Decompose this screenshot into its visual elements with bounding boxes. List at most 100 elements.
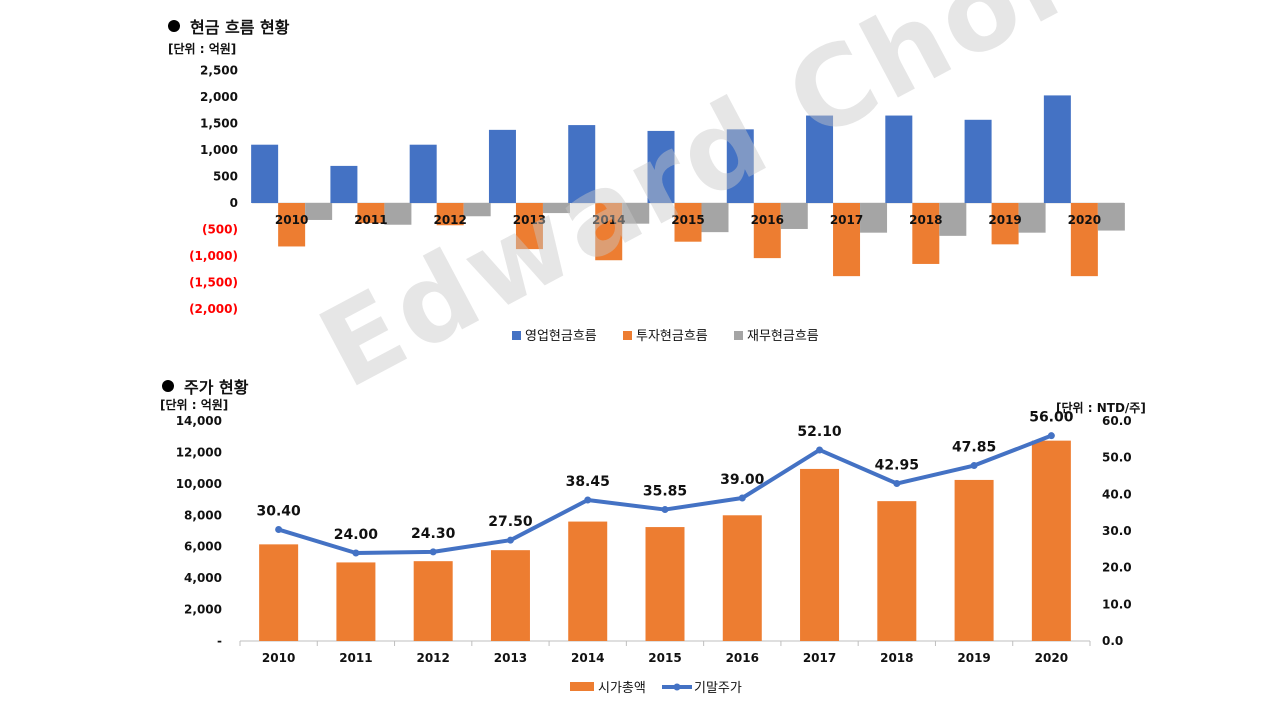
point-share-price [506, 536, 514, 544]
y-tick-label: 500 [213, 170, 238, 184]
y-tick-label: 2,000 [200, 90, 238, 104]
point-share-price [816, 446, 824, 454]
bar-investing [436, 203, 464, 226]
cashflow-title: 현금 흐름 현황 [190, 18, 290, 37]
point-share-price [738, 494, 746, 502]
data-label-share-price: 39.00 [720, 472, 765, 488]
bar-operating [726, 129, 754, 203]
point-share-price [661, 506, 669, 514]
bar-market-cap [413, 561, 453, 641]
point-share-price [893, 480, 901, 488]
bar-financing [542, 203, 570, 214]
y-tick-label: (2,000) [189, 302, 238, 316]
point-share-price [970, 462, 978, 470]
x-tick-label: 2010 [262, 651, 295, 665]
legend-swatch [734, 331, 743, 340]
point-share-price [275, 526, 283, 534]
x-tick-label: 2018 [909, 213, 942, 227]
bar-operating [647, 130, 675, 203]
x-tick-label: 2015 [671, 213, 704, 227]
x-tick-label: 2015 [648, 651, 681, 665]
bar-operating [964, 119, 992, 203]
x-tick-label: 2018 [880, 651, 913, 665]
y-right-tick-label: 60.0 [1102, 414, 1132, 428]
y-left-tick-label: 14,000 [176, 414, 222, 428]
x-tick-label: 2020 [1035, 651, 1068, 665]
y-left-tick-label: 10,000 [176, 477, 222, 491]
legend-swatch [623, 331, 632, 340]
x-tick-label: 2010 [275, 213, 308, 227]
stock-unit-right: [단위 : NTD/주] [1056, 401, 1146, 415]
bar-market-cap [568, 521, 608, 641]
bar-investing [912, 203, 940, 264]
bar-financing [939, 203, 967, 236]
y-right-tick-label: 0.0 [1102, 634, 1123, 648]
legend-swatch-market-cap [570, 682, 594, 691]
bar-operating [885, 115, 913, 203]
data-label-share-price: 30.40 [256, 504, 301, 520]
bar-investing [515, 203, 543, 250]
x-tick-label: 2020 [1068, 213, 1101, 227]
data-label-share-price: 35.85 [643, 484, 687, 500]
y-tick-label: (1,500) [189, 276, 238, 290]
y-right-tick-label: 20.0 [1102, 561, 1132, 575]
y-tick-label: 2,500 [200, 64, 238, 78]
bar-investing [357, 203, 385, 224]
x-tick-label: 2013 [494, 651, 527, 665]
stock-title: 주가 현황 [184, 378, 249, 397]
y-right-tick-label: 50.0 [1102, 451, 1132, 465]
y-tick-label: 1,500 [200, 117, 238, 131]
x-tick-label: 2014 [571, 651, 604, 665]
data-label-share-price: 38.45 [566, 474, 610, 490]
bullet-icon [162, 380, 174, 392]
bar-financing [1097, 203, 1125, 231]
bar-market-cap [954, 479, 994, 641]
legend-label: 재무현금흐름 [747, 329, 819, 344]
bar-investing [1070, 203, 1098, 277]
data-label-share-price: 24.00 [334, 527, 379, 543]
bar-financing [463, 203, 491, 217]
bar-operating [806, 115, 834, 203]
legend-label: 투자현금흐름 [636, 329, 708, 344]
y-left-tick-label: 4,000 [184, 571, 222, 585]
point-share-price [429, 548, 437, 556]
y-right-tick-label: 40.0 [1102, 487, 1132, 501]
data-label-share-price: 27.50 [488, 514, 533, 530]
data-label-share-price: 52.10 [797, 424, 842, 440]
x-tick-label: 2016 [751, 213, 784, 227]
y-left-tick-label: - [217, 634, 222, 648]
legend-marker-share-price [673, 683, 681, 691]
data-label-share-price: 24.30 [411, 526, 456, 542]
legend-label: 기말주가 [694, 681, 742, 696]
bar-investing [595, 203, 623, 261]
bar-investing [278, 203, 306, 247]
bar-operating [1043, 95, 1071, 203]
bar-financing [860, 203, 888, 233]
data-label-share-price: 42.95 [875, 458, 919, 474]
bar-investing [674, 203, 702, 242]
bar-investing [991, 203, 1019, 245]
bar-operating [409, 144, 437, 203]
y-tick-label: (500) [202, 223, 238, 237]
y-right-tick-label: 10.0 [1102, 597, 1132, 611]
legend-label: 시가총액 [598, 681, 646, 696]
y-right-tick-label: 30.0 [1102, 524, 1132, 538]
y-left-tick-label: 12,000 [176, 445, 222, 459]
bar-market-cap [722, 515, 762, 641]
x-tick-label: 2017 [830, 213, 863, 227]
x-tick-label: 2016 [726, 651, 759, 665]
y-tick-label: 0 [230, 196, 238, 210]
bar-market-cap [259, 544, 299, 641]
y-left-tick-label: 2,000 [184, 603, 222, 617]
stock-section-title: 주가 현황 [162, 374, 248, 398]
x-tick-label: 2019 [988, 213, 1021, 227]
cashflow-section-title: 현금 흐름 현황 [168, 14, 289, 38]
bar-market-cap [490, 550, 530, 641]
cashflow-unit: [단위 : 억원] [168, 42, 237, 56]
bullet-icon [168, 20, 180, 32]
x-tick-label: 2012 [416, 651, 449, 665]
bar-financing [305, 203, 333, 220]
bar-operating [251, 144, 279, 203]
data-label-share-price: 56.00 [1029, 410, 1074, 426]
